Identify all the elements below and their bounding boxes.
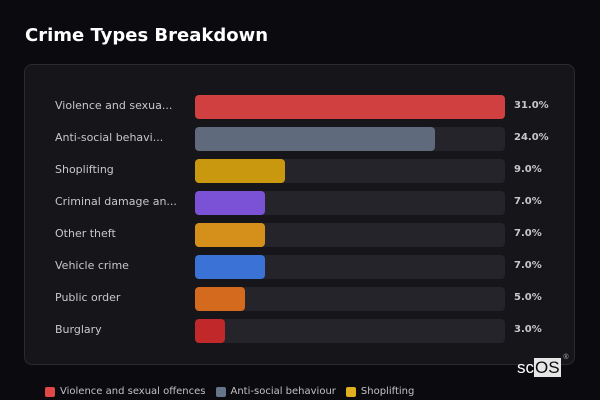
- legend-swatch-icon: [215, 386, 226, 397]
- chart-panel: Violence and sexua... 31.0% Anti-social be…: [24, 64, 575, 365]
- bar-row: Anti-social behavi... 24.0%: [25, 127, 576, 151]
- bar-track: [195, 191, 505, 215]
- bar-fill: [195, 223, 265, 247]
- bar-fill: [195, 287, 245, 311]
- bar-value: 24.0%: [514, 132, 549, 143]
- legend-label: Anti-social behaviour: [230, 386, 336, 397]
- logo-os: OS: [534, 358, 561, 377]
- bar-row: Shoplifting 9.0%: [25, 159, 576, 183]
- legend-swatch-icon: [345, 386, 356, 397]
- bar-value: 5.0%: [514, 292, 542, 303]
- scos-logo: scOS ®: [517, 354, 569, 378]
- bar-track: [195, 255, 505, 279]
- legend-swatch-icon: [45, 386, 55, 397]
- bar-label: Vehicle crime: [55, 259, 129, 272]
- logo-sc: sc: [517, 358, 534, 377]
- bar-label: Public order: [55, 291, 121, 304]
- legend-label: Shoplifting: [360, 386, 415, 397]
- bar-value: 9.0%: [514, 164, 542, 175]
- chart-legend: Violence and sexual offences Anti-social …: [45, 386, 414, 397]
- registered-icon: ®: [563, 354, 569, 361]
- bar-fill: [195, 127, 435, 151]
- bar-label: Burglary: [55, 323, 102, 336]
- bar-value: 7.0%: [514, 196, 542, 207]
- bar-label: Violence and sexua...: [55, 99, 173, 112]
- legend-item[interactable]: Violence and sexual offences: [45, 386, 206, 397]
- bar-value: 7.0%: [514, 228, 542, 239]
- bar-label: Other theft: [55, 227, 116, 240]
- bar-row: Vehicle crime 7.0%: [25, 255, 576, 279]
- bar-track: [195, 287, 505, 311]
- legend-item[interactable]: Anti-social behaviour: [215, 386, 336, 397]
- bar-fill: [195, 95, 505, 119]
- bar-fill: [195, 191, 265, 215]
- bar-label: Criminal damage an...: [55, 195, 177, 208]
- bar-row: Other theft 7.0%: [25, 223, 576, 247]
- bar-track: [195, 223, 505, 247]
- legend-item[interactable]: Shoplifting: [345, 386, 415, 397]
- bar-value: 31.0%: [514, 100, 549, 111]
- bar-track: [195, 95, 505, 119]
- bar-row: Burglary 3.0%: [25, 319, 576, 343]
- bar-fill: [195, 159, 285, 183]
- legend-label: Violence and sexual offences: [60, 386, 206, 397]
- bar-value: 7.0%: [514, 260, 542, 271]
- bar-row: Violence and sexua... 31.0%: [25, 95, 576, 119]
- chart-title: Crime Types Breakdown: [25, 25, 269, 46]
- bar-label: Shoplifting: [55, 163, 114, 176]
- bar-row: Public order 5.0%: [25, 287, 576, 311]
- bar-row: Criminal damage an... 7.0%: [25, 191, 576, 215]
- bar-label: Anti-social behavi...: [55, 131, 164, 144]
- bar-fill: [195, 255, 265, 279]
- bar-track: [195, 319, 505, 343]
- bar-fill: [195, 319, 225, 343]
- bar-track: [195, 159, 505, 183]
- bar-value: 3.0%: [514, 324, 542, 335]
- bar-track: [195, 127, 505, 151]
